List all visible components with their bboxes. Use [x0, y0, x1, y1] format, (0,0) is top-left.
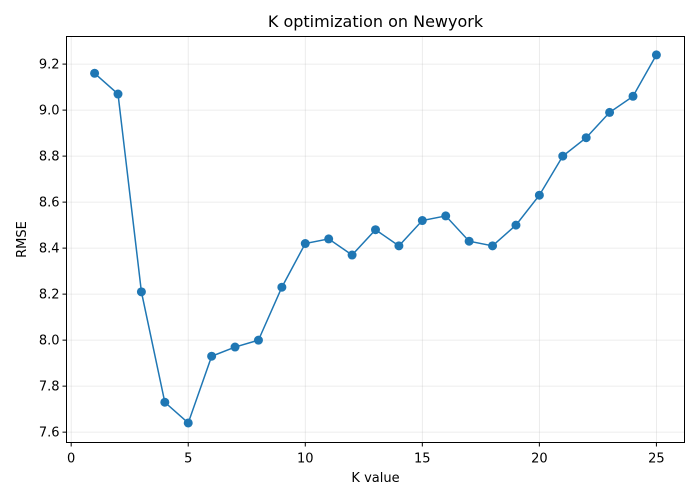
data-point — [441, 211, 451, 221]
y-tick-label: 8.8 — [39, 150, 60, 165]
y-tick-label: 8.2 — [39, 288, 60, 303]
data-point — [511, 220, 521, 230]
y-axis-label: RMSE — [15, 221, 30, 258]
data-point — [371, 225, 380, 235]
data-point — [581, 133, 591, 143]
x-tick-label: 20 — [531, 452, 548, 467]
x-axis: 0 5 10 15 20 25 — [67, 442, 665, 467]
x-tick-label: 0 — [67, 452, 75, 467]
data-point — [605, 107, 615, 117]
data-point — [230, 342, 240, 352]
data-point — [651, 50, 661, 60]
data-point — [534, 190, 544, 200]
grid — [66, 36, 685, 443]
x-tick-label: 25 — [648, 452, 665, 467]
y-tick-label: 7.6 — [39, 426, 60, 441]
x-tick-label: 15 — [414, 452, 431, 467]
data-point — [207, 351, 217, 361]
y-tick-label: 9.0 — [39, 104, 60, 119]
data-point — [394, 241, 404, 251]
data-point — [113, 89, 123, 99]
y-tick-label: 8.6 — [39, 196, 60, 211]
x-axis-label: K value — [351, 471, 399, 486]
data-point — [160, 397, 170, 407]
plot-frame — [66, 36, 685, 443]
chart-title: K optimization on Newyork — [268, 12, 484, 31]
y-tick-label: 8.4 — [39, 242, 60, 257]
y-axis: 7.6 7.8 8.0 8.2 8.4 8.6 8.8 9.0 9.2 — [39, 58, 67, 441]
data-point — [183, 418, 193, 428]
data-point — [136, 287, 146, 297]
x-tick-label: 10 — [297, 452, 314, 467]
data-point — [300, 239, 310, 249]
y-tick-label: 7.8 — [39, 380, 60, 395]
data-point — [464, 236, 474, 246]
x-tick-label: 5 — [184, 452, 192, 467]
data-point — [558, 151, 568, 161]
data-point — [90, 68, 100, 78]
data-point — [628, 91, 638, 101]
data-point — [277, 282, 287, 292]
y-tick-label: 9.2 — [39, 58, 60, 73]
y-tick-label: 8.0 — [39, 334, 60, 349]
series-rmse — [90, 50, 661, 428]
data-point — [488, 241, 498, 251]
data-point — [324, 234, 334, 244]
data-point — [347, 250, 357, 260]
data-point — [417, 216, 427, 226]
data-point — [253, 335, 263, 345]
